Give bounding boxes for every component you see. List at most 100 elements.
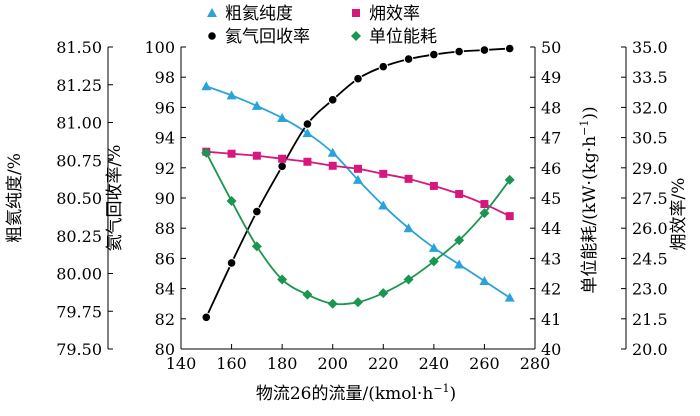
energy-tick-label: 50 <box>541 38 561 57</box>
purity-series-line <box>205 85 511 299</box>
exergy-series <box>202 147 514 221</box>
recovery-data-point <box>479 45 490 55</box>
legend-label-exergy: 㶲效率 <box>369 4 420 24</box>
recovery-data-point <box>277 161 287 172</box>
x-tick-label: 200 <box>317 354 348 373</box>
recovery-tick-label: 94 <box>155 129 175 148</box>
x-tick-label: 240 <box>419 354 450 373</box>
exergy-data-point <box>480 200 489 209</box>
exergy-axis-title: 㶲效率/% <box>669 178 689 251</box>
legend-marker-exergy <box>352 9 360 17</box>
energy-data-point <box>201 147 212 158</box>
exergy-data-point <box>455 189 464 198</box>
recovery-data-point <box>327 95 338 105</box>
recovery-tick-label: 100 <box>144 38 175 57</box>
exergy-tick-label: 33.5 <box>632 68 668 87</box>
tick-marks: 140 160 180 200 220 240 260 280 79.50 79.75 80.00 8… <box>56 38 667 373</box>
energy-data-point <box>226 196 237 207</box>
x-axis-title: 物流26的流量/(kmol·h−1) <box>256 382 456 404</box>
exergy-series-line <box>206 150 511 217</box>
purity-data-point <box>504 292 515 302</box>
energy-data-point <box>378 288 389 299</box>
exergy-tick-label: 21.5 <box>632 310 668 329</box>
series-layer <box>201 43 515 323</box>
energy-tick-label: 42 <box>541 280 561 299</box>
recovery-data-point <box>353 73 363 84</box>
purity-data-point <box>327 147 338 157</box>
exergy-data-point <box>354 164 362 173</box>
x-axis-title-sup: −1 <box>433 382 449 395</box>
legend-label-purity: 粗氦纯度 <box>225 4 293 24</box>
recovery-tick-label: 82 <box>155 310 175 329</box>
energy-data-point <box>277 274 288 285</box>
purity-tick-label: 81.50 <box>56 38 102 57</box>
energy-data-point <box>454 235 465 246</box>
exergy-data-point <box>328 161 337 170</box>
energy-tick-label: 40 <box>541 340 561 359</box>
recovery-data-point <box>504 43 515 54</box>
purity-data-point <box>378 200 389 210</box>
purity-tick-label: 81.25 <box>56 76 102 95</box>
purity-data-point <box>201 81 212 91</box>
exergy-data-point <box>505 212 514 221</box>
purity-data-point <box>353 174 363 184</box>
energy-data-point <box>353 297 363 308</box>
energy-axis-title-end: )) <box>580 106 600 119</box>
legend-label-recovery: 氦气回收率 <box>225 27 310 47</box>
energy-tick-label: 49 <box>541 68 561 87</box>
purity-tick-label: 81.00 <box>56 114 102 133</box>
purity-data-point <box>226 90 237 100</box>
exergy-tick-label: 20.0 <box>632 340 668 359</box>
purity-data-point <box>277 112 288 122</box>
purity-tick-label: 80.50 <box>56 189 102 208</box>
recovery-axis-title: 氦气回收率/% <box>105 145 125 252</box>
exergy-tick-label: 32.0 <box>632 98 668 117</box>
purity-data-point <box>251 100 262 110</box>
energy-tick-label: 46 <box>541 159 561 178</box>
x-tick-label: 180 <box>267 354 298 373</box>
recovery-tick-label: 84 <box>155 280 175 299</box>
recovery-data-point <box>403 54 414 64</box>
purity-tick-label: 80.75 <box>56 151 102 170</box>
purity-tick-label: 80.25 <box>56 227 102 246</box>
exergy-tick-label: 29.0 <box>632 159 668 178</box>
x-tick-label: 280 <box>520 354 551 373</box>
energy-axis-title: 单位能耗/(kW·(kg·h−1)) <box>578 106 600 293</box>
legend-item-recovery: 氦气回收率 <box>207 27 310 47</box>
exergy-tick-label: 26.0 <box>632 219 668 238</box>
x-tick-label: 140 <box>166 354 197 373</box>
exergy-data-point <box>303 157 312 166</box>
recovery-data-point <box>454 46 464 57</box>
energy-data-point <box>302 289 313 300</box>
purity-axis-title: 粗氦纯度/% <box>5 153 25 243</box>
legend-marker-recovery <box>207 31 217 41</box>
x-axis-title-main: 物流26的流量/(kmol·h <box>256 384 433 404</box>
recovery-tick-label: 80 <box>155 340 175 359</box>
exergy-tick-label: 23.0 <box>632 280 668 299</box>
recovery-tick-label: 90 <box>155 189 175 208</box>
exergy-data-point <box>252 151 261 160</box>
purity-tick-label: 80.00 <box>56 265 102 284</box>
recovery-data-point <box>226 258 237 268</box>
recovery-tick-label: 88 <box>155 219 175 238</box>
purity-data-point <box>454 259 465 269</box>
legend-label-energy: 单位能耗 <box>369 27 437 47</box>
recovery-tick-label: 86 <box>155 249 175 268</box>
energy-tick-label: 44 <box>541 219 561 238</box>
recovery-series <box>201 43 515 323</box>
energy-axis-title-main: 单位能耗/(kW·(kg·h <box>580 136 600 294</box>
energy-data-point <box>428 256 439 267</box>
legend-item-purity: 粗氦纯度 <box>207 4 293 24</box>
exergy-tick-label: 35.0 <box>632 38 668 57</box>
legend-marker-purity <box>207 8 217 17</box>
purity-data-point <box>302 128 313 138</box>
exergy-data-point <box>429 181 438 190</box>
purity-tick-label: 79.75 <box>56 302 102 321</box>
recovery-data-point <box>252 206 262 217</box>
energy-data-point <box>479 208 490 219</box>
energy-data-point <box>504 174 515 185</box>
energy-data-point <box>403 274 414 285</box>
recovery-data-point <box>302 119 313 129</box>
recovery-data-point <box>201 312 212 323</box>
energy-tick-label: 47 <box>541 129 561 148</box>
